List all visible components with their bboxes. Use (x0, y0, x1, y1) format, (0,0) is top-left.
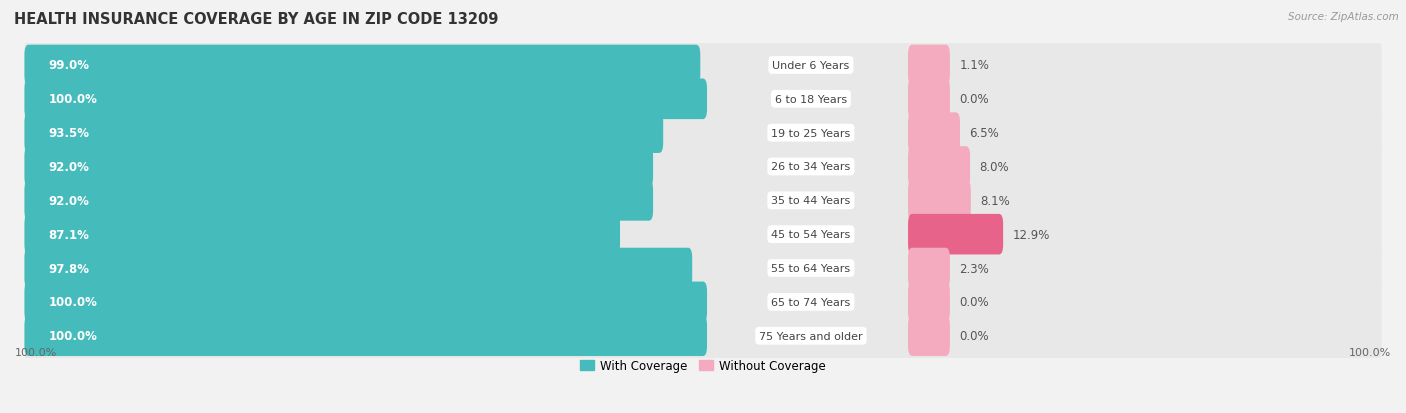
FancyBboxPatch shape (24, 277, 1382, 328)
Text: 19 to 25 Years: 19 to 25 Years (772, 128, 851, 138)
Text: Under 6 Years: Under 6 Years (772, 61, 849, 71)
Text: 55 to 64 Years: 55 to 64 Years (772, 263, 851, 273)
Text: 100.0%: 100.0% (49, 330, 97, 342)
Text: 92.0%: 92.0% (49, 161, 90, 173)
Text: 6.5%: 6.5% (969, 127, 1000, 140)
FancyBboxPatch shape (24, 248, 692, 289)
Text: 8.0%: 8.0% (980, 161, 1010, 173)
FancyBboxPatch shape (908, 282, 950, 323)
FancyBboxPatch shape (24, 209, 1382, 260)
Text: 87.1%: 87.1% (49, 228, 90, 241)
FancyBboxPatch shape (908, 214, 1002, 255)
Text: 2.3%: 2.3% (959, 262, 988, 275)
Text: 99.0%: 99.0% (49, 59, 90, 72)
Text: 12.9%: 12.9% (1012, 228, 1050, 241)
Text: 0.0%: 0.0% (959, 330, 988, 342)
FancyBboxPatch shape (24, 40, 1382, 91)
FancyBboxPatch shape (24, 316, 707, 356)
Text: 6 to 18 Years: 6 to 18 Years (775, 95, 846, 104)
FancyBboxPatch shape (24, 113, 664, 154)
Text: 0.0%: 0.0% (959, 93, 988, 106)
Text: 65 to 74 Years: 65 to 74 Years (772, 297, 851, 307)
FancyBboxPatch shape (908, 147, 970, 188)
Text: 100.0%: 100.0% (1348, 347, 1391, 357)
FancyBboxPatch shape (908, 113, 960, 154)
Text: Source: ZipAtlas.com: Source: ZipAtlas.com (1288, 12, 1399, 22)
FancyBboxPatch shape (24, 243, 1382, 294)
Text: 35 to 44 Years: 35 to 44 Years (772, 196, 851, 206)
FancyBboxPatch shape (908, 180, 970, 221)
FancyBboxPatch shape (24, 108, 1382, 159)
Text: 26 to 34 Years: 26 to 34 Years (772, 162, 851, 172)
Text: 1.1%: 1.1% (959, 59, 990, 72)
FancyBboxPatch shape (24, 176, 1382, 226)
Text: 0.0%: 0.0% (959, 296, 988, 309)
FancyBboxPatch shape (908, 316, 950, 356)
FancyBboxPatch shape (908, 248, 950, 289)
Text: 100.0%: 100.0% (49, 296, 97, 309)
Text: 75 Years and older: 75 Years and older (759, 331, 863, 341)
FancyBboxPatch shape (24, 147, 652, 188)
FancyBboxPatch shape (24, 74, 1382, 125)
Legend: With Coverage, Without Coverage: With Coverage, Without Coverage (575, 355, 831, 377)
FancyBboxPatch shape (24, 142, 1382, 192)
FancyBboxPatch shape (24, 45, 700, 86)
FancyBboxPatch shape (24, 79, 707, 120)
FancyBboxPatch shape (24, 311, 1382, 361)
Text: 97.8%: 97.8% (49, 262, 90, 275)
Text: 8.1%: 8.1% (980, 195, 1010, 207)
Text: 100.0%: 100.0% (49, 93, 97, 106)
FancyBboxPatch shape (24, 282, 707, 323)
FancyBboxPatch shape (908, 79, 950, 120)
Text: HEALTH INSURANCE COVERAGE BY AGE IN ZIP CODE 13209: HEALTH INSURANCE COVERAGE BY AGE IN ZIP … (14, 12, 499, 27)
FancyBboxPatch shape (24, 180, 652, 221)
FancyBboxPatch shape (908, 45, 950, 86)
Text: 93.5%: 93.5% (49, 127, 90, 140)
Text: 100.0%: 100.0% (15, 347, 58, 357)
FancyBboxPatch shape (24, 214, 620, 255)
Text: 45 to 54 Years: 45 to 54 Years (772, 230, 851, 240)
Text: 92.0%: 92.0% (49, 195, 90, 207)
